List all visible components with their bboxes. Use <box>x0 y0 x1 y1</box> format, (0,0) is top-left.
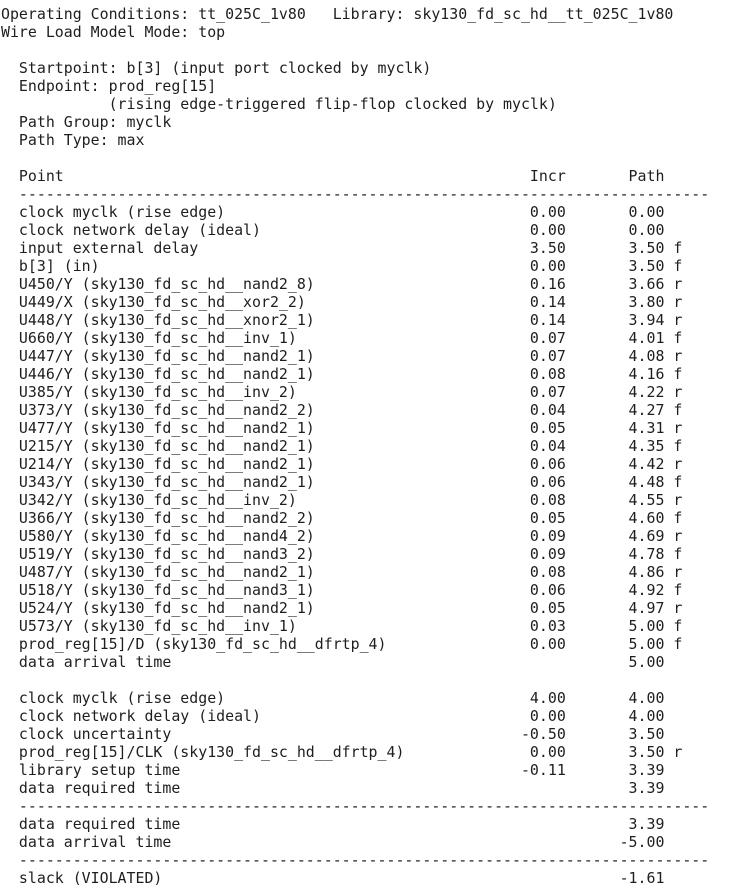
report-line: U446/Y (sky130_fd_sc_hd__nand2_1) 0.08 4… <box>1 365 683 383</box>
report-line: U366/Y (sky130_fd_sc_hd__nand2_2) 0.05 4… <box>1 509 683 527</box>
report-line: data required time 3.39 <box>1 815 665 833</box>
report-line: data arrival time -5.00 <box>1 833 665 851</box>
report-line: U385/Y (sky130_fd_sc_hd__inv_2) 0.07 4.2… <box>1 383 683 401</box>
report-line: U447/Y (sky130_fd_sc_hd__nand2_1) 0.07 4… <box>1 347 683 365</box>
report-line: Startpoint: b[3] (input port clocked by … <box>1 59 432 77</box>
report-line: (rising edge-triggered flip-flop clocked… <box>1 95 557 113</box>
report-line: ----------------------------------------… <box>1 185 710 203</box>
report-line: U518/Y (sky130_fd_sc_hd__nand3_1) 0.06 4… <box>1 581 683 599</box>
report-line: data arrival time 5.00 <box>1 653 665 671</box>
report-line <box>1 41 709 59</box>
report-line: U524/Y (sky130_fd_sc_hd__nand2_1) 0.05 4… <box>1 599 683 617</box>
report-line: Endpoint: prod_reg[15] <box>1 77 217 95</box>
report-line: Point Incr Path <box>1 167 665 185</box>
report-line <box>1 149 709 167</box>
report-line: clock myclk (rise edge) 4.00 4.00 <box>1 689 665 707</box>
report-line: ----------------------------------------… <box>1 797 710 815</box>
report-line: slack (VIOLATED) -1.61 <box>1 869 665 887</box>
report-line: U487/Y (sky130_fd_sc_hd__nand2_1) 0.08 4… <box>1 563 683 581</box>
report-line: U214/Y (sky130_fd_sc_hd__nand2_1) 0.06 4… <box>1 455 683 473</box>
report-line: prod_reg[15]/CLK (sky130_fd_sc_hd__dfrtp… <box>1 743 683 761</box>
report-line: clock network delay (ideal) 0.00 4.00 <box>1 707 665 725</box>
report-line: Operating Conditions: tt_025C_1v80 Libra… <box>1 5 674 23</box>
report-line: U342/Y (sky130_fd_sc_hd__inv_2) 0.08 4.5… <box>1 491 683 509</box>
report-line: input external delay 3.50 3.50 f <box>1 239 683 257</box>
report-line: data required time 3.39 <box>1 779 665 797</box>
report-line: Wire Load Model Mode: top <box>1 23 226 41</box>
report-line: clock uncertainty -0.50 3.50 <box>1 725 665 743</box>
report-line: ----------------------------------------… <box>1 851 710 869</box>
report-line: U373/Y (sky130_fd_sc_hd__nand2_2) 0.04 4… <box>1 401 683 419</box>
report-line: b[3] (in) 0.00 3.50 f <box>1 257 683 275</box>
report-line: U660/Y (sky130_fd_sc_hd__inv_1) 0.07 4.0… <box>1 329 683 347</box>
report-line: U448/Y (sky130_fd_sc_hd__xnor2_1) 0.14 3… <box>1 311 683 329</box>
report-line: clock network delay (ideal) 0.00 0.00 <box>1 221 665 239</box>
report-line: U343/Y (sky130_fd_sc_hd__nand2_1) 0.06 4… <box>1 473 683 491</box>
timing-report: Operating Conditions: tt_025C_1v80 Libra… <box>1 5 709 887</box>
report-line <box>1 671 709 689</box>
report-line: U449/X (sky130_fd_sc_hd__xor2_2) 0.14 3.… <box>1 293 683 311</box>
report-line: clock myclk (rise edge) 0.00 0.00 <box>1 203 665 221</box>
report-line: U477/Y (sky130_fd_sc_hd__nand2_1) 0.05 4… <box>1 419 683 437</box>
report-line: U580/Y (sky130_fd_sc_hd__nand4_2) 0.09 4… <box>1 527 683 545</box>
report-line: Path Group: myclk <box>1 113 172 131</box>
report-line: U519/Y (sky130_fd_sc_hd__nand3_2) 0.09 4… <box>1 545 683 563</box>
report-line: Path Type: max <box>1 131 145 149</box>
report-line: U573/Y (sky130_fd_sc_hd__inv_1) 0.03 5.0… <box>1 617 683 635</box>
report-line: U450/Y (sky130_fd_sc_hd__nand2_8) 0.16 3… <box>1 275 683 293</box>
report-line: prod_reg[15]/D (sky130_fd_sc_hd__dfrtp_4… <box>1 635 683 653</box>
report-line: library setup time -0.11 3.39 <box>1 761 665 779</box>
report-line: U215/Y (sky130_fd_sc_hd__nand2_1) 0.04 4… <box>1 437 683 455</box>
